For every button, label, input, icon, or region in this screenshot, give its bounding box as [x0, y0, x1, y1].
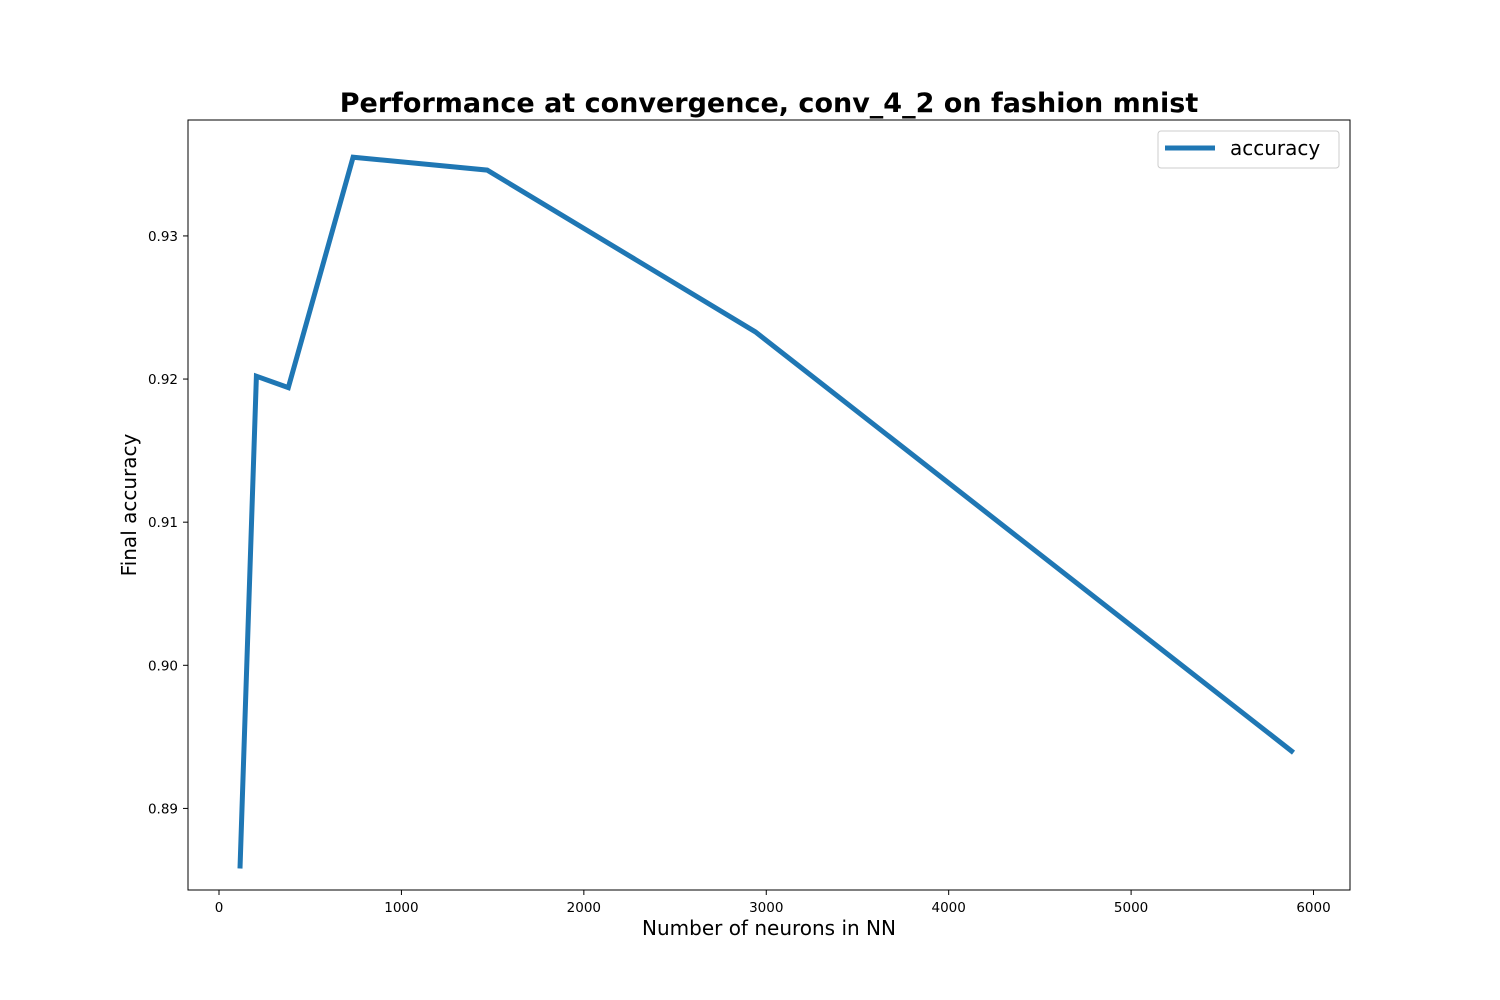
chart-title: Performance at convergence, conv_4_2 on … — [340, 88, 1199, 119]
x-tick-label: 6000 — [1296, 900, 1330, 916]
series-layer — [237, 154, 1296, 869]
y-tick-label: 0.90 — [148, 658, 178, 674]
plot-area-frame — [187, 119, 1351, 891]
x-tick-label: 3000 — [749, 900, 783, 916]
y-tick-label: 0.91 — [148, 515, 178, 531]
x-axis-ticks: 0 1000 2000 3000 4000 5000 6000 — [215, 890, 1331, 916]
legend-box — [1157, 130, 1340, 169]
legend-label-accuracy: accuracy — [1230, 136, 1320, 160]
y-tick-label: 0.92 — [148, 372, 178, 388]
x-axis-label: Number of neurons in NN — [642, 916, 896, 940]
y-axis-ticks: 0.89 0.90 0.91 0.92 0.93 — [148, 229, 188, 817]
y-tick-label: 0.93 — [148, 229, 178, 245]
x-tick-label: 1000 — [384, 900, 418, 916]
x-tick-label: 5000 — [1114, 900, 1148, 916]
y-axis-label: Final accuracy — [117, 433, 141, 576]
legend: accuracy — [1157, 130, 1340, 169]
x-tick-label: 0 — [215, 900, 224, 916]
y-tick-label: 0.89 — [148, 801, 178, 817]
x-tick-label: 4000 — [932, 900, 966, 916]
series-line-accuracy — [237, 154, 1296, 869]
x-tick-label: 2000 — [567, 900, 601, 916]
